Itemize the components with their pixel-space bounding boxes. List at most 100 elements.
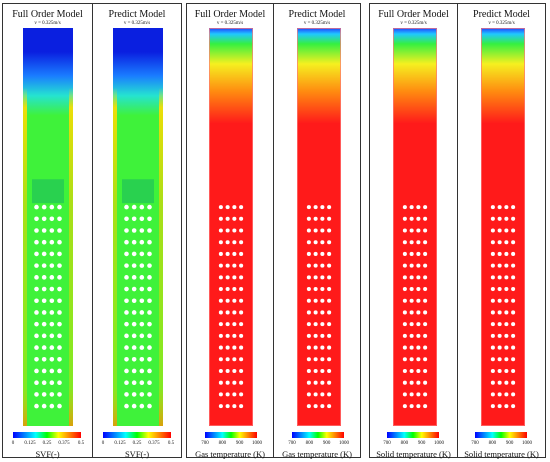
tube-circle <box>131 392 137 397</box>
tube-circle <box>504 345 509 350</box>
tube-circle <box>139 345 145 350</box>
group-gas-temperature: Full Order Model v = 0.325m/s 700 800 900 1… <box>186 3 361 459</box>
tube-circle <box>306 287 311 292</box>
panel-title: Full Order Model <box>378 9 449 20</box>
colorbar-tick-label: 700 <box>383 441 391 446</box>
tube-circle <box>497 392 502 397</box>
colorbar-tick-label: 900 <box>505 441 514 446</box>
colorbar <box>13 432 81 438</box>
tube-circle <box>139 321 145 327</box>
tube-circle <box>232 287 237 292</box>
tube-circle <box>225 404 230 409</box>
colorbar-tick-label: 1000 <box>252 441 262 446</box>
tube-circle <box>139 275 145 280</box>
tube-circle <box>416 205 421 210</box>
tube-circle <box>320 333 325 338</box>
tube-circle <box>218 333 223 338</box>
tube-circle <box>490 251 495 256</box>
tube-circle <box>504 368 509 374</box>
tube-circle <box>490 275 495 280</box>
tube-circle <box>139 298 145 304</box>
tube-circle <box>124 392 129 397</box>
colorbar-tick-label: 0.375 <box>58 441 70 446</box>
tube-circle <box>504 287 509 292</box>
tube-circle <box>402 263 407 268</box>
tube-circle <box>41 286 47 292</box>
tube-circle <box>327 333 332 338</box>
tube-circle <box>423 240 428 245</box>
tube-circle <box>490 205 495 210</box>
tube-circle <box>232 357 237 362</box>
tube-circle <box>131 356 137 362</box>
tube-circle <box>57 310 62 315</box>
tube-circle <box>131 286 137 292</box>
tube-circle <box>124 380 129 385</box>
tube-circle <box>320 263 325 268</box>
tube-circle <box>511 205 516 210</box>
tube-circle <box>313 287 318 292</box>
tube-circle <box>147 380 152 385</box>
tube-circle <box>313 228 318 233</box>
tube-circle <box>320 380 325 385</box>
tube-circle <box>57 204 62 210</box>
tube-circle <box>41 368 47 374</box>
tube-circle <box>49 286 55 292</box>
tube-circle <box>497 298 502 303</box>
tube-circle <box>504 298 509 303</box>
tube-circle <box>306 228 311 233</box>
tube-circle <box>147 228 152 233</box>
tube-circle <box>490 357 495 362</box>
tube-circle <box>34 321 39 327</box>
tube-circle <box>416 287 421 292</box>
tube-circle <box>124 275 129 280</box>
tube-circle <box>49 298 55 304</box>
tube-circle <box>511 263 516 268</box>
tube-circle <box>147 204 152 210</box>
tube-circle <box>504 392 509 397</box>
tube-circle <box>320 392 325 397</box>
tube-circle <box>402 380 407 385</box>
tube-circle <box>239 368 244 374</box>
tube-circle <box>511 228 516 233</box>
tube-circle <box>49 345 55 350</box>
tube-circle <box>239 392 244 397</box>
tube-circle <box>402 251 407 256</box>
tube-circle <box>239 298 244 303</box>
tube-circle <box>41 204 47 210</box>
tube-circle <box>327 251 332 256</box>
tube-circle <box>497 380 502 385</box>
tube-circle <box>225 228 230 233</box>
tube-circle <box>409 357 414 362</box>
tube-circle <box>306 404 311 409</box>
tube-circle <box>124 356 129 362</box>
tube-circle <box>218 357 223 362</box>
colorbar-tick-label: 0.5 <box>167 441 175 446</box>
tube-circle <box>423 216 428 221</box>
wall-layer-left <box>23 28 27 426</box>
tube-circle <box>147 345 152 350</box>
tube-circle <box>313 333 318 338</box>
tube-circle <box>416 275 421 280</box>
contour-fill <box>481 28 525 426</box>
tube-circle <box>327 380 332 385</box>
tube-circle <box>490 298 495 303</box>
tube-circle <box>313 216 318 221</box>
contour-plot <box>113 28 163 426</box>
tube-circle <box>147 275 152 280</box>
tube-circle <box>131 403 137 409</box>
tube-circle <box>147 333 152 339</box>
tube-circle <box>409 275 414 280</box>
tube-circle <box>147 298 152 304</box>
tube-circle <box>504 228 509 233</box>
tube-circle <box>511 251 516 256</box>
tube-circle <box>225 368 230 374</box>
tube-circle <box>306 333 311 338</box>
tube-circle <box>504 216 509 221</box>
contour-field <box>393 28 437 426</box>
tube-circle <box>57 356 62 362</box>
tube-circle <box>124 263 129 268</box>
colorbar-tick-label: 700 <box>201 441 209 446</box>
panel-svf-predict: Predict Model v = 0.325m/s 0 0.125 0.25 0.3… <box>92 4 181 459</box>
tube-circle <box>139 228 145 233</box>
tube-circle <box>147 286 152 292</box>
